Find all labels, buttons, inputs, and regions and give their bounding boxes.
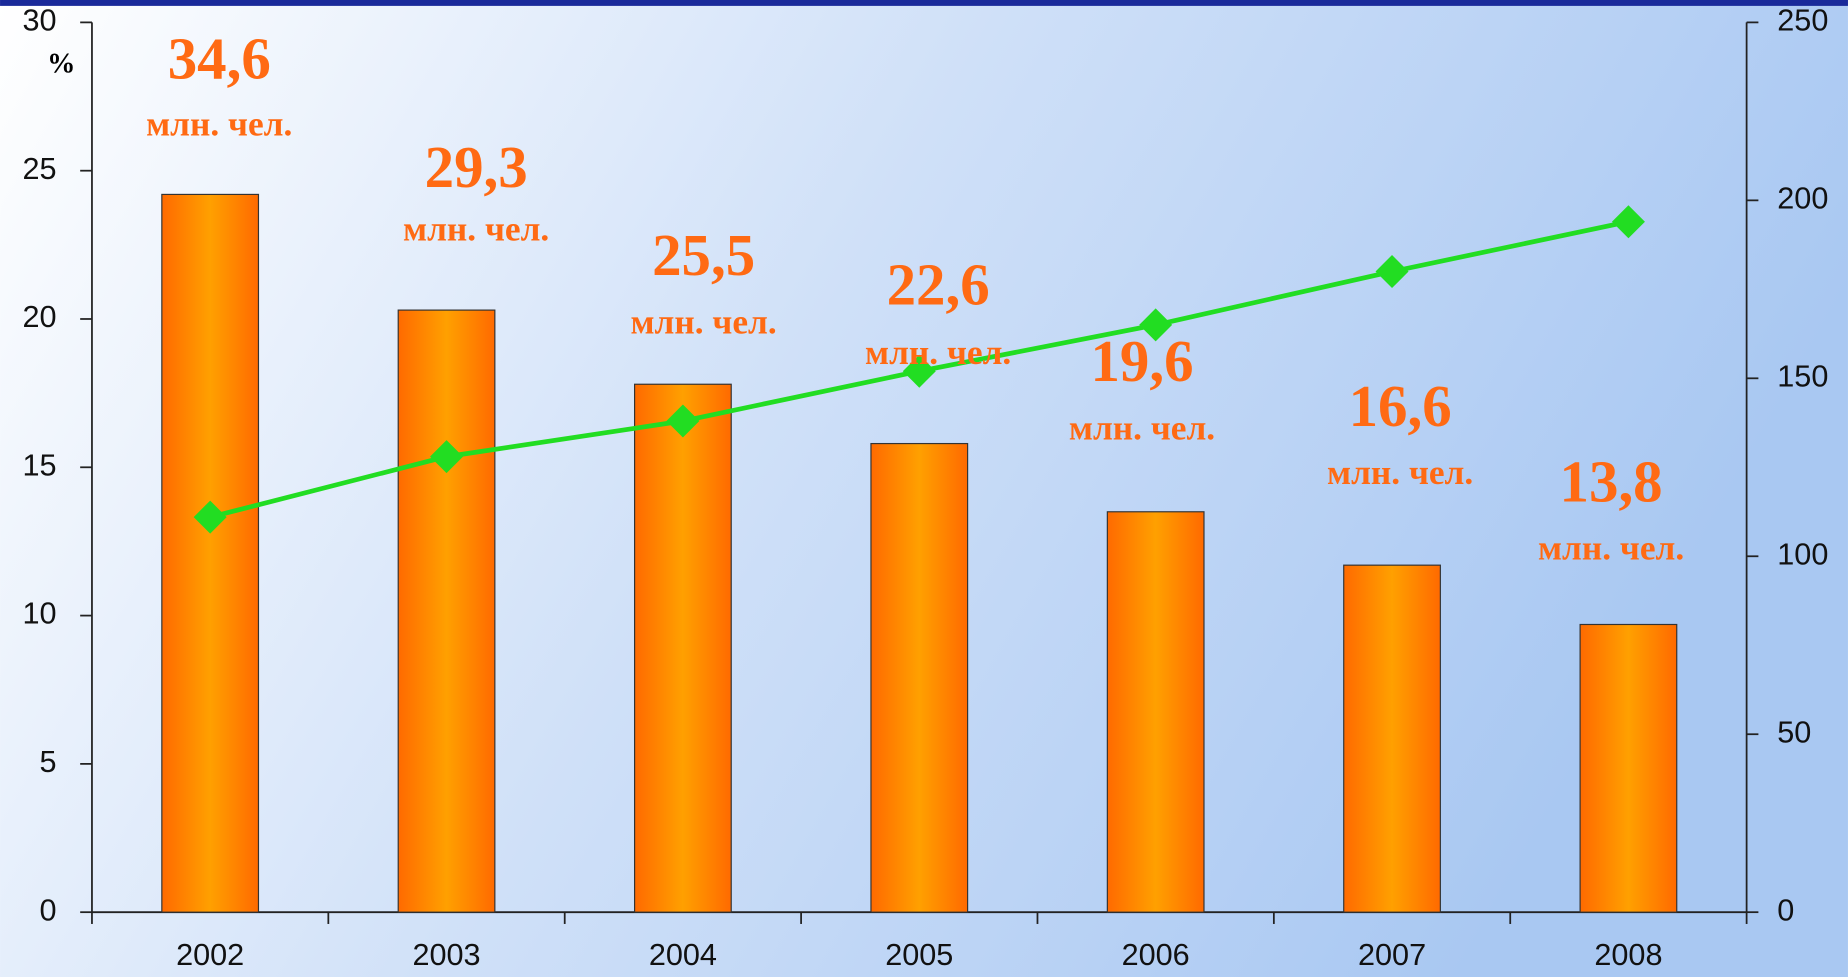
annotation-unit: млн. чел.	[1327, 452, 1473, 492]
y-tick-label: 25	[23, 152, 57, 186]
x-tick-label: 2005	[885, 938, 953, 972]
annotation-unit: млн. чел.	[1069, 407, 1215, 447]
y-tick-label: 30	[23, 3, 57, 37]
annotation-unit: млн. чел.	[1538, 528, 1684, 568]
y-tick-label: 15	[23, 448, 57, 482]
x-tick-label: 2003	[412, 938, 480, 972]
bar	[161, 193, 260, 913]
line-marker	[1611, 205, 1645, 239]
annotation-value: 16,6	[1349, 373, 1452, 439]
annotation-unit: млн. чел.	[403, 208, 549, 248]
annotation-value: 34,6	[168, 25, 271, 91]
x-tick-label: 2006	[1122, 938, 1190, 972]
annotation-value: 29,3	[425, 134, 528, 200]
y-axis-label: %	[47, 48, 75, 79]
x-tick-label: 2007	[1358, 938, 1426, 972]
x-tick-label: 2002	[176, 938, 244, 972]
y2-tick-label: 200	[1777, 181, 1828, 215]
x-tick-label: 2008	[1594, 938, 1662, 972]
line-marker	[430, 440, 464, 474]
bar	[870, 442, 969, 913]
y2-tick-label: 100	[1777, 537, 1828, 571]
line-marker	[193, 500, 227, 534]
annotation-unit: млн. чел.	[865, 332, 1011, 372]
bar	[633, 383, 732, 913]
annotation-unit: млн. чел.	[146, 103, 292, 143]
x-tick-label: 2004	[649, 938, 717, 972]
line-marker	[1375, 255, 1409, 289]
bar	[1579, 623, 1678, 913]
y-tick-label: 20	[23, 300, 57, 334]
annotation-value: 13,8	[1560, 448, 1663, 514]
line-marker	[666, 404, 700, 438]
annotation-value: 19,6	[1090, 328, 1193, 394]
annotation-value: 25,5	[652, 222, 755, 288]
y2-tick-label: 50	[1777, 715, 1811, 749]
annotation-value: 22,6	[887, 252, 990, 318]
top-band	[0, 0, 1848, 6]
y-tick-label: 10	[23, 597, 57, 631]
y-tick-label: 0	[40, 893, 57, 927]
bar	[1106, 511, 1205, 913]
y2-tick-label: 250	[1777, 3, 1828, 37]
annotation-unit: млн. чел.	[630, 301, 776, 341]
bar	[397, 309, 496, 913]
y2-tick-label: 0	[1777, 893, 1794, 927]
y2-tick-label: 150	[1777, 359, 1828, 393]
y-tick-label: 5	[40, 745, 57, 779]
bar	[1343, 564, 1441, 913]
